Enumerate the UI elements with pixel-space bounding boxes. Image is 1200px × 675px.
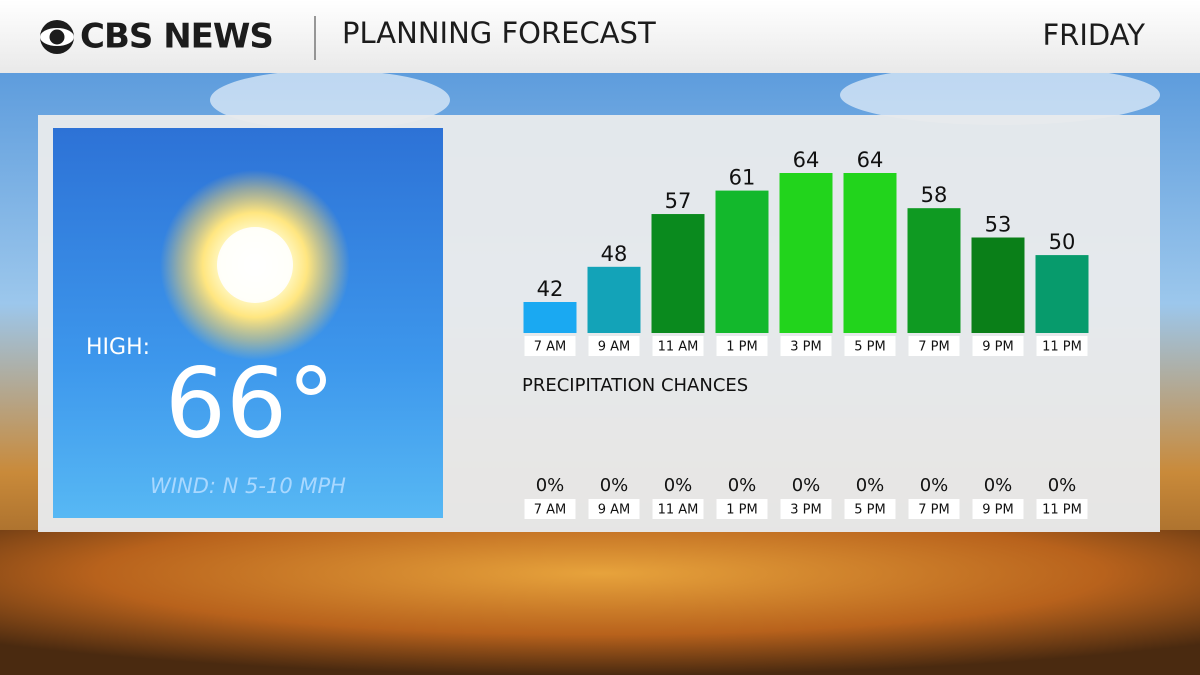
x-tick-label: 9 AM bbox=[598, 340, 631, 355]
value-label: 58 bbox=[921, 183, 948, 207]
x-tick-label: 9 PM bbox=[982, 340, 1013, 355]
value-label: 0% bbox=[536, 475, 565, 496]
x-tick-label: 11 AM bbox=[658, 503, 699, 518]
value-label: 0% bbox=[664, 475, 693, 496]
category-box bbox=[972, 499, 1024, 519]
category-box bbox=[908, 499, 960, 519]
value-label: 61 bbox=[729, 166, 756, 190]
bar bbox=[843, 173, 897, 333]
bar bbox=[907, 208, 961, 333]
x-tick-label: 7 PM bbox=[918, 340, 949, 355]
bar bbox=[523, 302, 577, 333]
value-label: 0% bbox=[728, 475, 757, 496]
category-box bbox=[908, 336, 960, 356]
x-tick-label: 1 PM bbox=[726, 340, 757, 355]
value-label: 48 bbox=[601, 242, 628, 266]
x-tick-label: 11 PM bbox=[1042, 340, 1082, 355]
value-label: 0% bbox=[1048, 475, 1077, 496]
value-label: 64 bbox=[793, 148, 820, 172]
value-label: 64 bbox=[857, 148, 884, 172]
value-label: 57 bbox=[665, 189, 692, 213]
category-box bbox=[780, 499, 832, 519]
value-label: 0% bbox=[792, 475, 821, 496]
category-box bbox=[844, 336, 896, 356]
charts: 42 7 AM 48 9 AM 57 11 AM 61 1 PM 64 3 PM 64 5 PM 58 7… bbox=[522, 148, 1089, 519]
bar bbox=[1035, 255, 1089, 333]
category-box bbox=[780, 336, 832, 356]
x-tick-label: 3 PM bbox=[790, 503, 821, 518]
header-bar bbox=[0, 0, 1200, 73]
value-label: 0% bbox=[600, 475, 629, 496]
category-box bbox=[716, 336, 768, 356]
category-box bbox=[588, 499, 640, 519]
category-box bbox=[524, 336, 576, 356]
network-logo: CBS NEWS bbox=[80, 17, 273, 57]
category-box bbox=[588, 336, 640, 356]
category-box bbox=[652, 499, 704, 519]
sun-core bbox=[217, 227, 293, 303]
bar bbox=[587, 266, 641, 333]
value-label: 0% bbox=[856, 475, 885, 496]
category-box bbox=[1036, 499, 1088, 519]
value-label: 50 bbox=[1049, 230, 1076, 254]
value-label: 42 bbox=[537, 277, 564, 301]
category-box bbox=[972, 336, 1024, 356]
category-box bbox=[1036, 336, 1088, 356]
x-tick-label: 1 PM bbox=[726, 503, 757, 518]
bar bbox=[971, 237, 1025, 333]
category-box bbox=[524, 499, 576, 519]
bar bbox=[715, 190, 769, 333]
chart-title: PRECIPITATION CHANCES bbox=[522, 375, 748, 396]
category-box bbox=[652, 336, 704, 356]
x-tick-label: 11 PM bbox=[1042, 503, 1082, 518]
category-box bbox=[716, 499, 768, 519]
value-label: 53 bbox=[985, 213, 1012, 237]
bar bbox=[651, 214, 705, 333]
category-box bbox=[844, 499, 896, 519]
x-tick-label: 7 PM bbox=[918, 503, 949, 518]
bar bbox=[779, 173, 833, 333]
header-title: PLANNING FORECAST bbox=[342, 16, 656, 50]
high-temperature: 66° bbox=[165, 347, 335, 459]
value-label: 0% bbox=[920, 475, 949, 496]
cloud bbox=[840, 65, 1160, 125]
high-label: HIGH: bbox=[86, 335, 150, 360]
x-tick-label: 5 PM bbox=[854, 340, 885, 355]
value-label: 0% bbox=[984, 475, 1013, 496]
x-tick-label: 7 AM bbox=[534, 503, 567, 518]
x-tick-label: 9 AM bbox=[598, 503, 631, 518]
x-tick-label: 5 PM bbox=[854, 503, 885, 518]
background-trees bbox=[0, 530, 1200, 675]
x-tick-label: 9 PM bbox=[982, 503, 1013, 518]
cbs-eye-logo bbox=[40, 20, 74, 54]
x-tick-label: 7 AM bbox=[534, 340, 567, 355]
x-tick-label: 3 PM bbox=[790, 340, 821, 355]
header-day: FRIDAY bbox=[1042, 18, 1145, 52]
x-tick-label: 11 AM bbox=[658, 340, 699, 355]
wind: WIND: N 5-10 MPH bbox=[150, 474, 346, 498]
